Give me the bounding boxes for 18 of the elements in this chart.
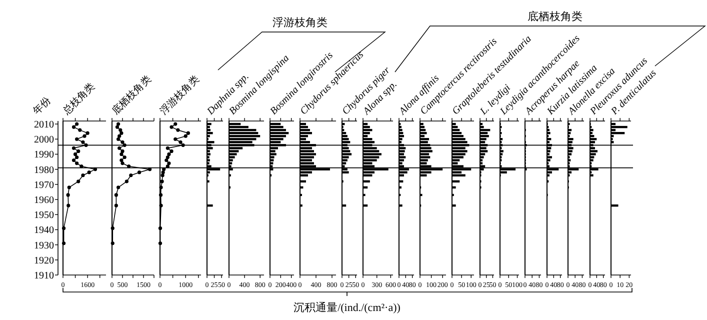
y-tick-label: 1940	[34, 225, 54, 236]
y-tick-label: 1990	[34, 150, 54, 161]
y-tick-label: 2000	[34, 134, 54, 146]
y-tick-label: 2010	[34, 120, 54, 131]
chart-title: 底栖枝角类	[110, 73, 154, 118]
chart-title: 总枝角类	[60, 80, 98, 118]
text: 浮游枝角类	[272, 16, 328, 29]
y-axis-title: 年份	[30, 94, 54, 118]
y-tick-label: 1930	[34, 240, 54, 252]
chart-title: 浮游枝角类	[158, 73, 202, 118]
y-tick-label: 1910	[34, 270, 54, 282]
y-tick-label: 1980	[34, 164, 54, 176]
text: 底栖枝角类	[528, 10, 582, 23]
y-tick-label: 1950	[34, 210, 54, 222]
y-tick-label: 1970	[34, 180, 54, 191]
y-tick-label: 1920	[34, 255, 54, 266]
x-axis-title: 沉积通量/(ind./(cm²·a))	[294, 301, 401, 314]
y-tick-label: 1960	[34, 195, 54, 206]
